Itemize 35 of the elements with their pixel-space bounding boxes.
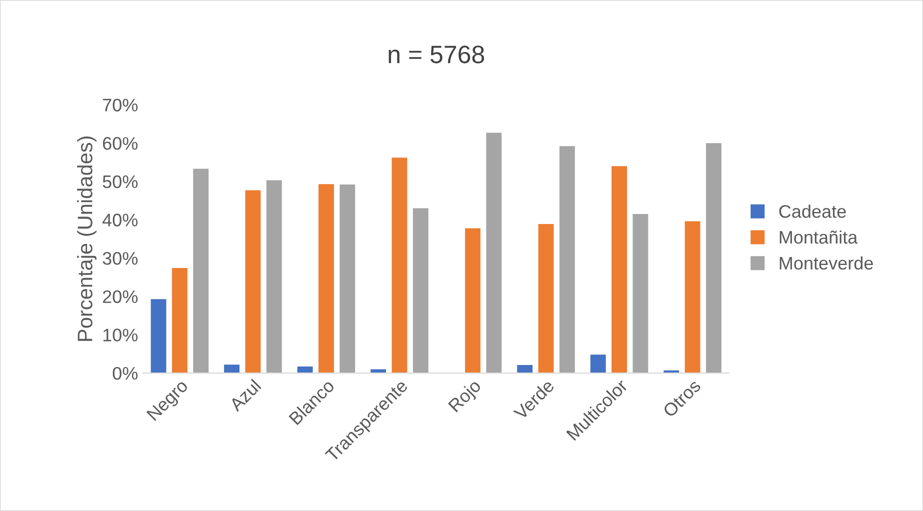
y-tick-label: 50% — [102, 175, 138, 188]
y-tick-label: 20% — [102, 290, 138, 304]
bar — [516, 364, 534, 374]
bar — [412, 207, 430, 374]
y-tick-label: 60% — [102, 137, 138, 150]
bar — [632, 213, 649, 374]
y-axis-title: Porcentaje (Unidades) — [77, 136, 97, 341]
legend-label: Montañita — [780, 230, 858, 244]
bar — [318, 183, 335, 374]
bar — [296, 366, 314, 374]
bar — [192, 168, 210, 374]
legend-label: Cadeate — [779, 204, 846, 218]
legend-label: Monteverde — [780, 256, 873, 270]
bar — [558, 145, 576, 374]
bar — [464, 227, 482, 374]
bar — [338, 184, 356, 374]
y-tick-label: 70% — [102, 98, 138, 112]
bar — [705, 142, 722, 374]
bar — [610, 165, 628, 374]
chart-title: n = 5768 — [388, 46, 484, 64]
bar — [223, 364, 240, 374]
y-tick-label: 10% — [103, 328, 138, 342]
bar — [485, 132, 502, 374]
bar — [171, 267, 188, 374]
bar — [684, 220, 702, 374]
x-tick-label: Rojo — [448, 378, 484, 415]
y-tick-label: 0% — [112, 366, 138, 380]
bar — [390, 156, 408, 374]
bar — [266, 179, 283, 374]
bar — [537, 223, 555, 374]
bar — [590, 354, 607, 374]
y-tick-label: 30% — [102, 252, 138, 265]
y-tick-label: 40% — [102, 214, 138, 226]
bar — [150, 298, 168, 374]
bar — [244, 189, 262, 374]
